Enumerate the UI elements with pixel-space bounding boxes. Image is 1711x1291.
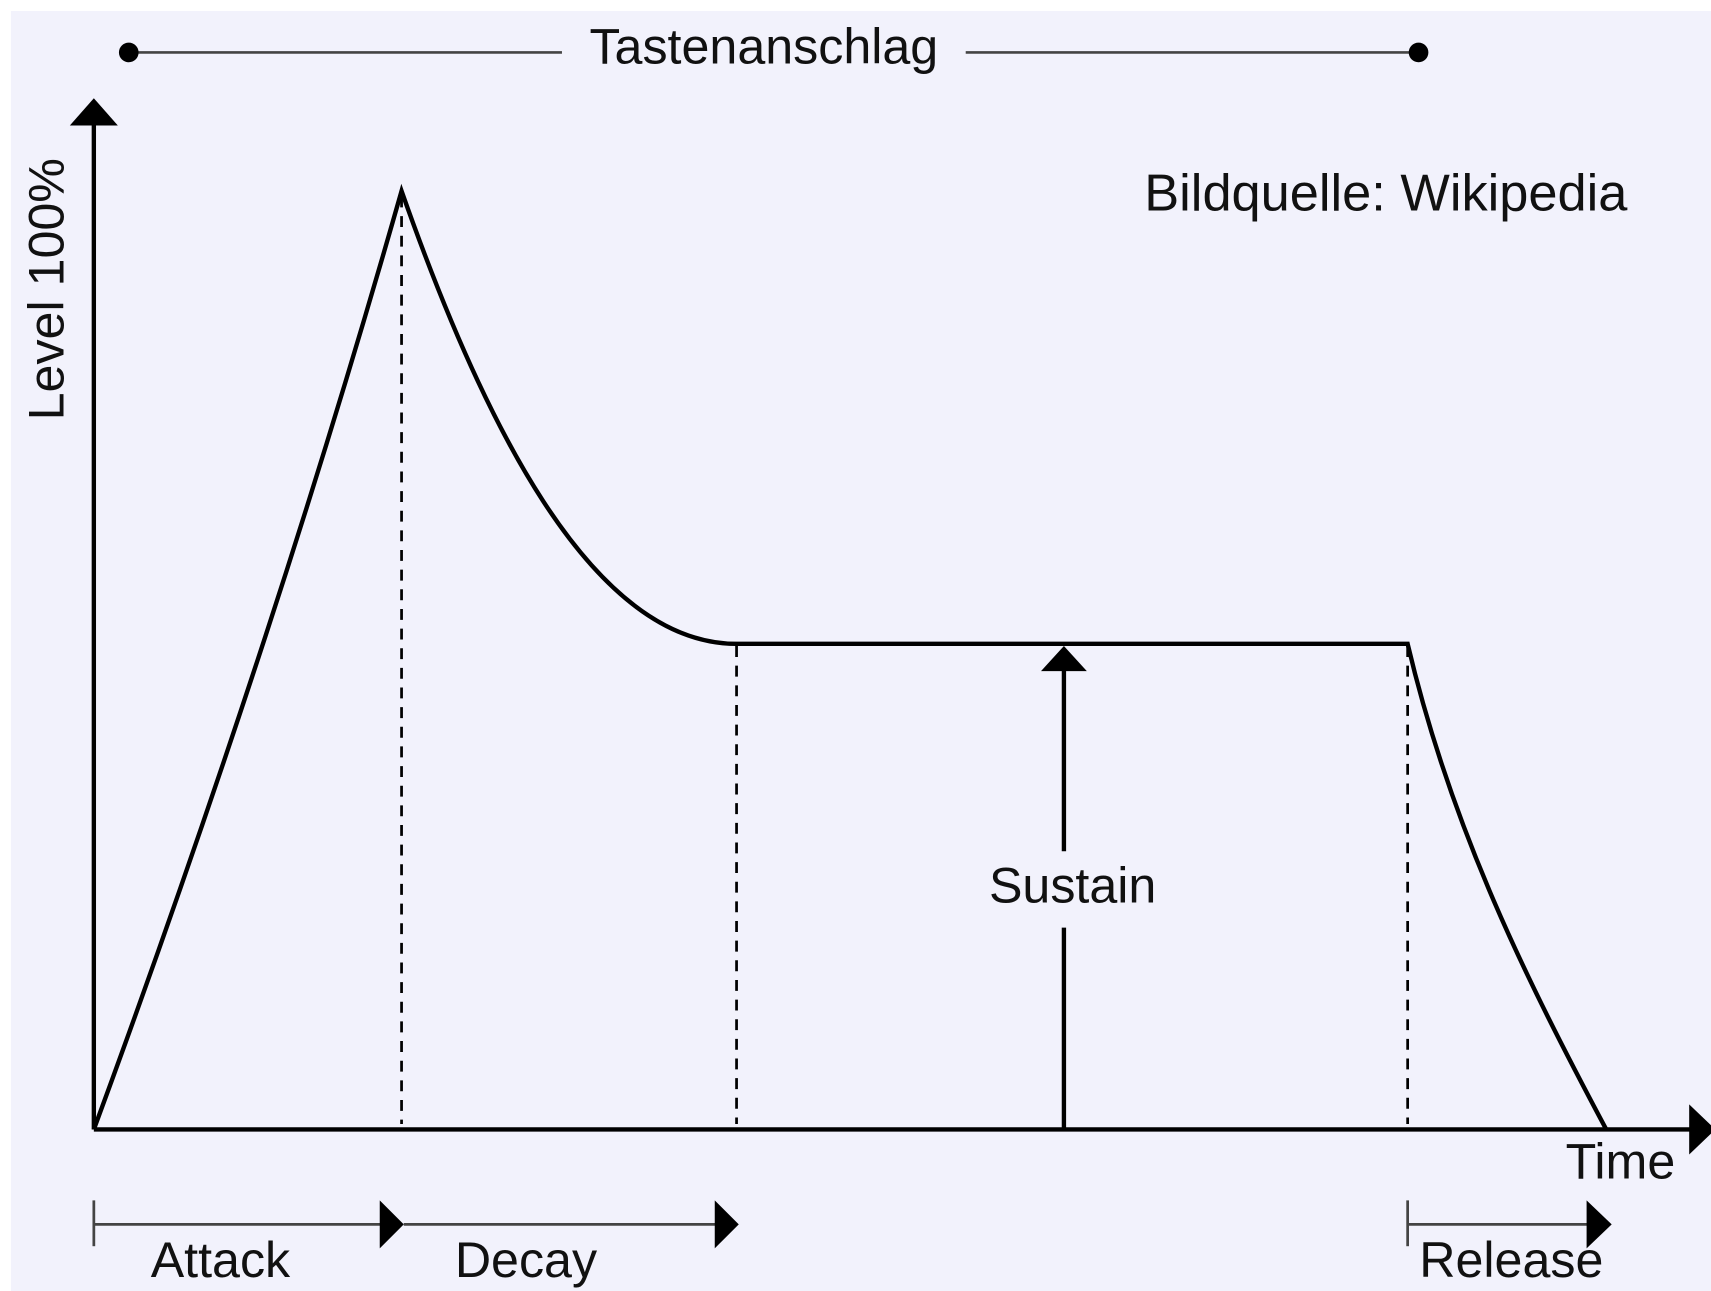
release-arrowhead — [1586, 1200, 1612, 1249]
title: Tastenanschlag — [589, 19, 938, 75]
y-axis-label: Level 100% — [18, 158, 74, 420]
x-axis-arrow — [1689, 1104, 1711, 1155]
envelope-curve — [91, 183, 1609, 1131]
release-label: Release — [1419, 1232, 1603, 1288]
x-axis-label: Time — [1566, 1134, 1676, 1190]
decay-arrowhead — [714, 1200, 739, 1249]
decay-label: Decay — [455, 1232, 597, 1288]
sustain-arrowhead — [1041, 646, 1087, 672]
key-span-dot — [1408, 42, 1429, 63]
source-note: Bildquelle: Wikipedia — [1144, 164, 1628, 222]
key-span-dot — [118, 42, 139, 63]
y-axis-arrow — [69, 98, 118, 126]
attack-arrowhead — [379, 1200, 404, 1249]
background — [10, 10, 1711, 1291]
attack-label: Attack — [151, 1232, 291, 1288]
sustain-label: Sustain — [989, 858, 1156, 914]
